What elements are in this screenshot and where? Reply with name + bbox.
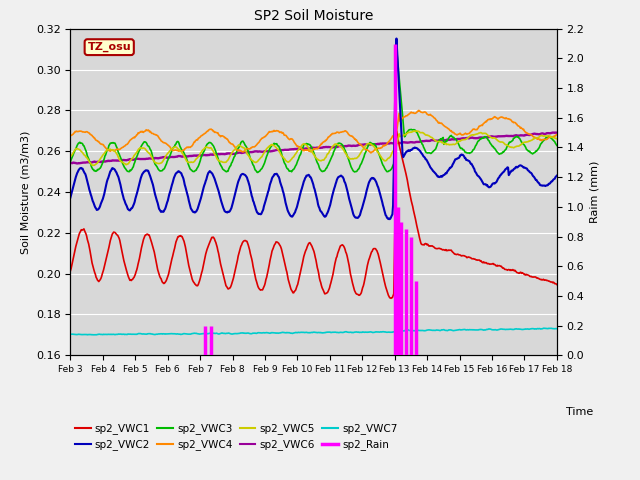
sp2_VWC4 (415, 108, 422, 113)
sp2_VWC5 (175, 147, 183, 153)
sp2_VWC6 (553, 130, 561, 135)
sp2_VWC1 (387, 295, 394, 301)
sp2_VWC1 (125, 276, 133, 282)
Line: sp2_VWC6: sp2_VWC6 (70, 132, 557, 164)
sp2_VWC7 (126, 331, 134, 337)
sp2_VWC7 (201, 331, 209, 336)
Y-axis label: Soil Moisture (m3/m3): Soil Moisture (m3/m3) (20, 130, 30, 254)
sp2_VWC2 (175, 168, 182, 174)
sp2_VWC3 (254, 169, 262, 175)
sp2_VWC6 (74, 161, 81, 167)
sp2_VWC5 (387, 152, 395, 158)
sp2_VWC4 (200, 131, 208, 136)
sp2_VWC2 (553, 173, 561, 179)
sp2_VWC1 (553, 282, 561, 288)
sp2_VWC3 (175, 139, 182, 145)
sp2_VWC6 (201, 152, 209, 158)
sp2_VWC3 (387, 167, 395, 172)
sp2_VWC3 (125, 169, 133, 175)
sp2_VWC4 (387, 136, 395, 142)
sp2_VWC7 (175, 331, 183, 337)
sp2_VWC1 (175, 234, 182, 240)
sp2_VWC1 (387, 295, 395, 301)
sp2_VWC2 (67, 195, 74, 201)
sp2_VWC7 (387, 329, 395, 335)
sp2_VWC7 (540, 325, 548, 331)
sp2_VWC2 (200, 182, 208, 188)
Line: sp2_VWC2: sp2_VWC2 (70, 38, 557, 219)
sp2_VWC6 (126, 156, 134, 162)
sp2_VWC4 (373, 146, 381, 152)
sp2_VWC1 (372, 247, 380, 252)
sp2_VWC2 (392, 36, 400, 41)
sp2_VWC1 (200, 258, 208, 264)
sp2_VWC7 (76, 331, 83, 337)
sp2_VWC7 (553, 326, 561, 332)
sp2_VWC4 (367, 150, 374, 156)
Legend: sp2_VWC1, sp2_VWC2, sp2_VWC3, sp2_VWC4, sp2_VWC5, sp2_VWC6, sp2_VWC7, sp2_Rain: sp2_VWC1, sp2_VWC2, sp2_VWC3, sp2_VWC4, … (71, 419, 402, 455)
Text: TZ_osu: TZ_osu (88, 42, 131, 52)
sp2_VWC5 (90, 162, 98, 168)
sp2_VWC4 (125, 139, 133, 144)
sp2_VWC4 (175, 148, 182, 154)
sp2_VWC5 (413, 128, 420, 134)
Line: sp2_VWC1: sp2_VWC1 (70, 131, 557, 298)
sp2_VWC5 (76, 146, 83, 152)
sp2_VWC1 (392, 128, 400, 133)
sp2_VWC7 (92, 332, 99, 338)
sp2_VWC5 (67, 154, 74, 159)
Text: Time: Time (566, 407, 593, 417)
Line: sp2_VWC4: sp2_VWC4 (70, 110, 557, 153)
Line: sp2_VWC3: sp2_VWC3 (70, 47, 557, 172)
sp2_VWC4 (553, 132, 561, 138)
sp2_VWC3 (76, 140, 83, 145)
sp2_VWC6 (76, 160, 84, 166)
Title: SP2 Soil Moisture: SP2 Soil Moisture (254, 10, 373, 24)
Line: sp2_VWC7: sp2_VWC7 (70, 328, 557, 335)
sp2_VWC3 (67, 159, 74, 165)
sp2_VWC6 (387, 140, 395, 146)
sp2_VWC5 (126, 158, 134, 164)
sp2_VWC3 (553, 143, 561, 148)
sp2_VWC4 (76, 128, 83, 134)
sp2_VWC6 (175, 153, 183, 159)
sp2_VWC1 (67, 268, 74, 274)
sp2_VWC3 (373, 146, 381, 152)
sp2_VWC7 (67, 332, 74, 337)
Y-axis label: Raim (mm): Raim (mm) (590, 161, 600, 223)
sp2_VWC2 (76, 167, 83, 172)
sp2_VWC3 (200, 148, 208, 154)
sp2_VWC3 (392, 44, 400, 50)
sp2_VWC5 (373, 148, 381, 154)
sp2_VWC2 (125, 207, 133, 213)
sp2_VWC5 (201, 144, 209, 150)
sp2_VWC6 (552, 130, 559, 135)
sp2_VWC1 (76, 231, 83, 237)
sp2_VWC4 (67, 133, 74, 139)
Line: sp2_VWC5: sp2_VWC5 (70, 131, 557, 165)
sp2_VWC2 (372, 179, 380, 185)
sp2_VWC2 (386, 216, 394, 222)
sp2_VWC5 (553, 136, 561, 142)
sp2_VWC6 (67, 160, 74, 166)
sp2_VWC2 (387, 214, 395, 220)
sp2_VWC7 (373, 329, 381, 335)
sp2_VWC6 (373, 141, 381, 147)
